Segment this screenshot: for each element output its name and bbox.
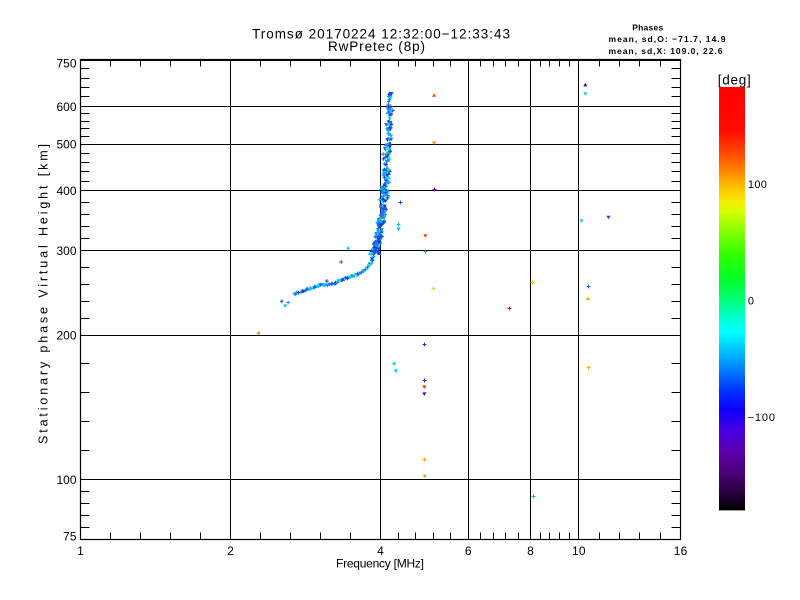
svg-text:Frequency [MHz]: Frequency [MHz]: [336, 557, 424, 571]
svg-text:mean, sd,O: −71.7, 14.9: mean, sd,O: −71.7, 14.9: [609, 34, 726, 44]
svg-text:Stationary phase Virtual Heigh: Stationary phase Virtual Height [km]: [37, 144, 51, 444]
svg-text:Tromsø 20170224 12:32:00−12:33: Tromsø 20170224 12:32:00−12:33:43: [252, 27, 510, 42]
svg-text:100: 100: [57, 473, 77, 487]
svg-text:0: 0: [748, 295, 754, 307]
svg-text:[deg]: [deg]: [718, 73, 751, 88]
svg-text:RwPretec (8p): RwPretec (8p): [328, 39, 425, 54]
svg-text:500: 500: [57, 138, 77, 152]
svg-text:mean, sd,X: 109.0, 22.6: mean, sd,X: 109.0, 22.6: [609, 46, 723, 56]
svg-text:75: 75: [63, 530, 77, 544]
svg-text:400: 400: [57, 184, 77, 198]
svg-text:10: 10: [572, 544, 586, 558]
svg-text:300: 300: [57, 244, 77, 258]
svg-text:Phases: Phases: [632, 23, 663, 33]
svg-text:750: 750: [57, 56, 77, 70]
svg-text:600: 600: [57, 100, 77, 114]
svg-text:4: 4: [377, 544, 384, 558]
svg-text:100: 100: [748, 179, 767, 191]
svg-text:8: 8: [527, 544, 534, 558]
svg-text:2: 2: [227, 544, 234, 558]
svg-text:16: 16: [674, 544, 688, 558]
svg-text:6: 6: [465, 544, 472, 558]
svg-text:1: 1: [77, 544, 84, 558]
svg-text:−100: −100: [748, 412, 776, 424]
svg-text:200: 200: [57, 329, 77, 343]
